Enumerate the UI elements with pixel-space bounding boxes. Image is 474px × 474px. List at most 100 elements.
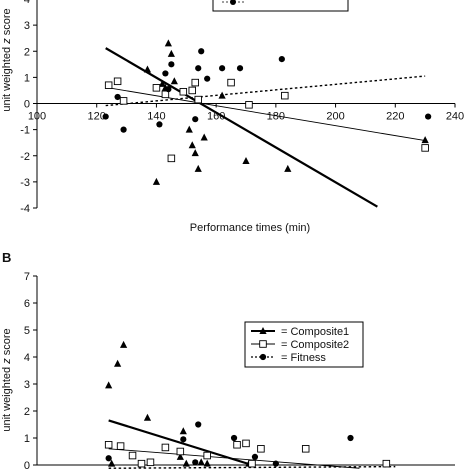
data-point-square	[161, 90, 170, 99]
y-axis-label-italic: z	[1, 38, 13, 45]
legend-label: = Composite1	[281, 326, 349, 338]
data-point-circle	[105, 455, 112, 462]
data-point-square	[191, 78, 199, 87]
data-point-circle	[272, 460, 279, 467]
trend-line-dotted	[105, 75, 426, 107]
data-point-triangle	[242, 156, 250, 164]
data-point-triangle	[182, 459, 190, 467]
y-tick-label: 4	[24, 0, 30, 6]
data-point-triangle	[158, 79, 166, 87]
legend-box-partial	[212, 0, 349, 12]
legend-marker-square	[259, 340, 267, 348]
data-point-square	[176, 447, 185, 456]
panel-b-letter: B	[2, 250, 11, 265]
y-axis-label: unit weighted z score	[1, 328, 13, 431]
data-point-square	[116, 442, 125, 450]
y-tick-label: 0	[24, 460, 30, 472]
data-point-circle	[347, 434, 354, 442]
data-point-triangle	[191, 149, 199, 157]
data-point-triangle	[203, 459, 211, 467]
data-point-square	[248, 459, 256, 468]
y-axis-label: unit weighted z score	[1, 8, 13, 111]
y-tick-label: 7	[24, 271, 30, 283]
x-tick-label: 140	[147, 111, 165, 123]
data-point-circle	[278, 55, 285, 63]
y-axis-label-text: score	[1, 328, 13, 358]
legend-marker-circle	[230, 0, 236, 5]
data-point-square	[179, 87, 188, 96]
data-point-triangle	[421, 136, 429, 144]
y-tick-label: 1	[24, 72, 30, 84]
x-tick-label: 160	[207, 111, 225, 123]
data-point-triangle	[200, 133, 208, 141]
data-point-triangle	[105, 381, 113, 389]
y-tick-label: -4	[20, 203, 30, 215]
data-point-square	[421, 144, 429, 152]
data-point-square	[152, 84, 161, 92]
y-tick-label: 2	[24, 406, 30, 418]
data-point-triangle	[185, 125, 193, 133]
data-point-square	[257, 445, 265, 453]
y-axis-label-text: unit weighted	[1, 364, 13, 432]
data-point-triangle	[188, 141, 196, 149]
y-tick-label: 6	[24, 298, 30, 310]
data-point-square	[137, 459, 146, 468]
y-tick-label: 1	[24, 433, 30, 445]
y-axis-label-text: unit weighted	[1, 44, 13, 112]
data-point-square	[113, 77, 122, 86]
data-point-square	[245, 101, 253, 109]
x-tick-label: 120	[88, 111, 106, 123]
data-point-square	[167, 154, 176, 163]
x-tick-label: 220	[386, 111, 404, 123]
data-point-triangle	[152, 177, 161, 185]
legend-label: = Fitness	[281, 352, 326, 364]
data-point-circle	[195, 421, 202, 428]
data-point-square	[188, 86, 197, 95]
data-point-square	[227, 78, 235, 87]
data-point-triangle	[197, 458, 205, 466]
x-axis-label: Performance times (min)	[190, 222, 310, 234]
data-point-circle	[165, 86, 172, 93]
data-point-circle	[195, 65, 202, 72]
data-point-square	[119, 97, 128, 105]
y-tick-label: -1	[20, 125, 30, 137]
panel-b-chart: 0 1 2 3 4 5 6 7 unit weighted z score = Composite…	[1, 271, 455, 472]
legend: = Composite1= Composite2= Fitness	[244, 321, 364, 368]
panel-a-chart: -4 -3 -2 -1 0 1 2 3 4 100 120 140 160 180 200 220 240 uni…	[1, 0, 464, 234]
y-tick-label: -3	[20, 177, 30, 189]
data-point-square	[281, 91, 289, 100]
y-tick-label: 2	[24, 46, 30, 58]
y-tick-label: 3	[24, 20, 30, 32]
data-point-triangle	[119, 340, 128, 348]
data-point-square	[146, 458, 155, 467]
data-point-circle	[156, 121, 163, 128]
data-point-square	[128, 451, 137, 460]
y-axis-label-text: score	[1, 8, 13, 38]
trend-line-thin	[105, 86, 426, 142]
y-axis-label-italic: z	[1, 358, 13, 365]
data-point-circle	[251, 453, 259, 460]
legend-label: = Composite2	[281, 339, 349, 351]
data-point-triangle	[143, 413, 152, 421]
x-tick-label: 240	[446, 111, 464, 123]
x-tick-label: 200	[326, 111, 344, 123]
y-tick-label: -2	[20, 151, 30, 163]
data-point-square	[203, 451, 211, 460]
data-point-triangle	[194, 164, 202, 172]
legend-marker-triangle	[259, 327, 267, 334]
data-point-square	[104, 81, 113, 89]
data-point-circle	[236, 65, 244, 72]
data-point-square	[161, 443, 170, 452]
data-point-triangle	[114, 359, 122, 367]
data-point-triangle	[176, 452, 184, 460]
data-point-circle	[204, 75, 211, 82]
data-point-square	[242, 439, 250, 448]
data-point-square	[382, 459, 391, 468]
trend-line-thick	[105, 47, 378, 208]
y-tick-label: 3	[24, 379, 30, 391]
data-point-triangle	[164, 39, 172, 47]
data-point-circle	[162, 70, 169, 77]
data-point-circle	[198, 48, 205, 55]
data-point-circle	[168, 61, 175, 68]
data-point-triangle	[170, 77, 178, 85]
